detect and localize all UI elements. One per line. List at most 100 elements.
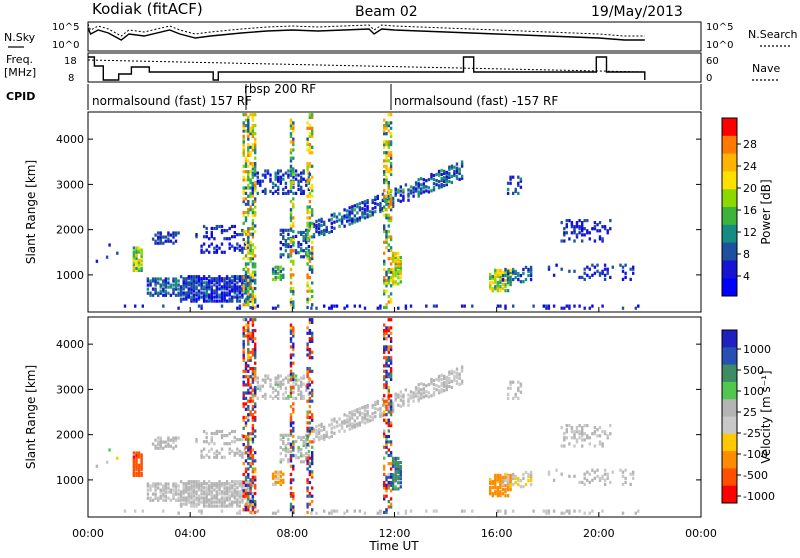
- velocity-cell: [512, 476, 515, 481]
- power-cell: [132, 252, 136, 256]
- velocity-cell: [440, 373, 443, 377]
- power-cell: [308, 205, 312, 209]
- power-cell: [254, 173, 257, 177]
- power-cell: [254, 254, 257, 258]
- power-cell: [266, 169, 270, 173]
- power-cell: [241, 289, 244, 293]
- velocity-cell: [247, 483, 250, 487]
- velocity-cell: [387, 372, 390, 376]
- power-cell: [496, 289, 500, 293]
- velocity-cell: [346, 420, 349, 424]
- power-cell: [190, 279, 193, 283]
- velocity-cell: [383, 356, 386, 360]
- velocity-cell: [389, 358, 393, 362]
- power-cell: [162, 304, 165, 308]
- velocity-cell: [247, 377, 250, 381]
- velocity-cell: [489, 490, 492, 494]
- velocity-cell: [195, 480, 198, 484]
- velocity-cell: [443, 384, 446, 389]
- power-cell: [254, 262, 257, 266]
- velocity-cell: [223, 434, 226, 438]
- velocity-cell: [420, 394, 423, 398]
- power-cell: [140, 268, 143, 272]
- velocity-cell: [583, 432, 586, 436]
- power-cell: [305, 179, 308, 183]
- power-cell: [387, 200, 390, 204]
- power-cell: [254, 265, 257, 269]
- power-cell: [333, 220, 336, 224]
- velocity-cell: [394, 456, 397, 460]
- power-cell: [358, 304, 362, 308]
- velocity-cell: [432, 387, 436, 391]
- power-cell: [573, 304, 576, 308]
- velocity-cell: [437, 391, 441, 395]
- velocity-cell: [583, 511, 586, 515]
- velocity-cell: [238, 449, 242, 453]
- power-cell: [287, 245, 290, 249]
- power-cell: [432, 173, 436, 178]
- velocity-cell: [545, 509, 548, 513]
- power-cell: [509, 175, 512, 179]
- power-cell: [208, 299, 211, 303]
- velocity-cell: [210, 494, 213, 498]
- velocity-cell: [279, 482, 282, 486]
- velocity-cell: [244, 459, 248, 463]
- power-cell: [254, 229, 257, 234]
- power-cell: [399, 189, 402, 193]
- velocity-cell: [292, 407, 295, 411]
- power-cell: [443, 169, 446, 173]
- velocity-cell: [225, 486, 229, 490]
- power-cell: [371, 211, 374, 215]
- velocity-cell: [208, 504, 211, 508]
- power-cell: [389, 134, 393, 138]
- power-cell: [583, 306, 586, 310]
- power-cell: [328, 230, 331, 235]
- velocity-cell: [379, 415, 382, 419]
- power-cell: [506, 181, 510, 185]
- power-cell: [323, 222, 326, 226]
- velocity-cell: [596, 468, 599, 472]
- power-cell: [425, 185, 428, 189]
- power-cell: [383, 143, 386, 147]
- power-cell: [320, 231, 323, 236]
- velocity-cell: [220, 498, 224, 502]
- power-cell: [274, 271, 277, 275]
- velocity-cell: [251, 418, 255, 422]
- power-cell: [132, 264, 136, 268]
- power-cell: [325, 225, 328, 229]
- power-cell: [397, 259, 400, 264]
- power-cell: [202, 242, 206, 246]
- power-cell: [325, 229, 328, 234]
- x-tick-label: 16:00: [481, 527, 513, 540]
- power-cell: [333, 214, 336, 218]
- power-cell: [172, 283, 175, 287]
- power-cell: [274, 189, 277, 193]
- velocity-cell: [289, 394, 293, 398]
- power-cell: [208, 237, 211, 241]
- power-data: [95, 113, 640, 310]
- power-cell: [242, 284, 245, 288]
- power-cell: [522, 271, 525, 276]
- velocity-cell: [208, 502, 211, 506]
- velocity-cell: [154, 482, 157, 486]
- velocity-cell: [496, 473, 500, 477]
- power-cell: [343, 214, 346, 218]
- power-cell: [174, 239, 178, 243]
- velocity-cell: [233, 484, 236, 488]
- power-cell: [289, 210, 293, 215]
- power-cell: [385, 278, 388, 282]
- velocity-cell: [197, 496, 201, 500]
- power-cell: [563, 239, 566, 243]
- power-cell: [311, 126, 314, 130]
- velocity-cell: [394, 487, 397, 491]
- velocity-cell: [389, 472, 393, 477]
- velocity-cell: [287, 433, 290, 437]
- velocity-cell: [244, 475, 248, 479]
- power-cell: [547, 267, 551, 271]
- power-cell: [369, 210, 372, 214]
- power-cell: [308, 210, 312, 215]
- power-cell: [297, 243, 300, 247]
- velocity-cell: [210, 482, 213, 486]
- power-cell: [583, 227, 586, 231]
- power-cell: [496, 274, 500, 279]
